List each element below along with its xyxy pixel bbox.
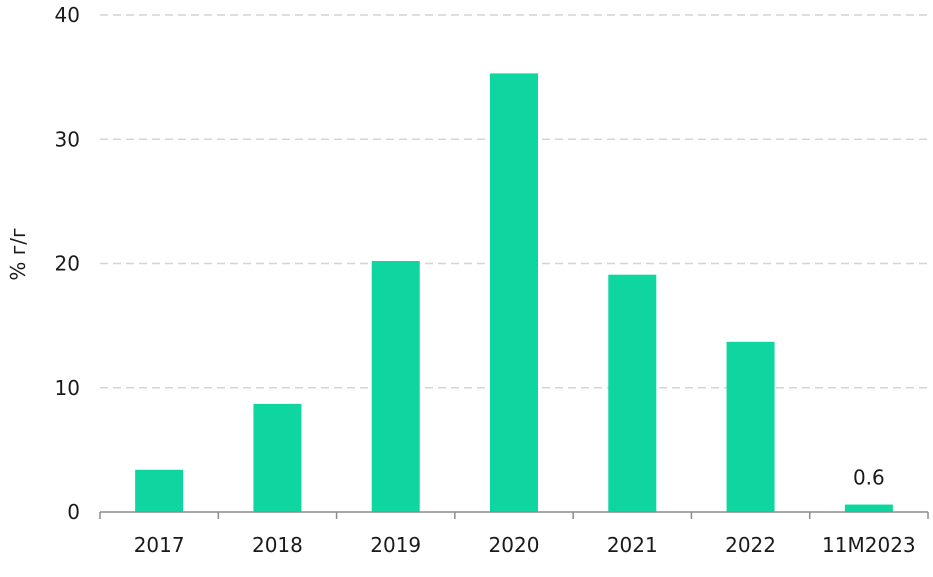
bar-2020 xyxy=(490,73,538,513)
x-axis-ticks xyxy=(99,512,929,519)
x-tick-label: 2019 xyxy=(370,533,421,557)
x-tick-label: 2018 xyxy=(252,533,303,557)
bars xyxy=(135,73,893,513)
data-label: 0.6 xyxy=(853,466,885,490)
bar-2017 xyxy=(135,469,184,512)
x-tick-label: 2017 xyxy=(134,533,185,557)
y-axis-tick-labels: 0 10 20 30 40 xyxy=(55,3,80,524)
x-tick-label: 2020 xyxy=(489,533,540,557)
y-axis-label: % г/г xyxy=(6,227,30,280)
bar-2018 xyxy=(253,403,302,512)
gridlines xyxy=(100,14,928,389)
y-tick-label: 20 xyxy=(55,252,80,276)
bar-2021 xyxy=(608,274,657,512)
y-tick-label: 10 xyxy=(55,376,80,400)
bar-2022 xyxy=(726,341,775,512)
bar-11m2023 xyxy=(844,504,893,512)
y-tick-label: 30 xyxy=(55,127,80,151)
y-tick-label: 40 xyxy=(55,3,80,27)
data-labels: 0.6 xyxy=(853,466,885,490)
x-tick-label: 2021 xyxy=(607,533,658,557)
y-tick-label: 0 xyxy=(67,500,80,524)
x-axis-tick-labels: 2017 2018 2019 2020 2021 2022 11M2023 xyxy=(134,533,916,557)
x-tick-label: 2022 xyxy=(725,533,776,557)
bar-2019 xyxy=(371,261,420,512)
x-tick-label: 11M2023 xyxy=(822,533,916,557)
